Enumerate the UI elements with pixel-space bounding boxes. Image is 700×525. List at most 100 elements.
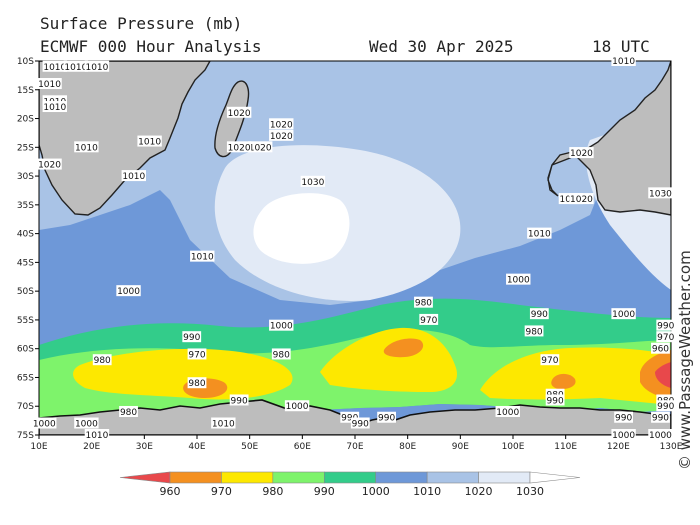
legend-label: 1010 [413,485,441,498]
contour-label-bg [42,95,67,107]
contour-label-bg [611,429,636,440]
legend-swatch [169,471,222,484]
contour-label: 970 [420,316,437,326]
contour-label-bg [545,388,565,400]
contour-label-bg [269,319,294,331]
contour-label: 1020 [570,149,593,159]
contour-label: 1020 [270,120,293,130]
contour-label-bg [648,429,673,440]
legend-swatch [478,471,531,484]
lat-tick-label: 25S [17,143,34,153]
australia-landmass [547,61,671,216]
contour-label-bg [42,101,67,113]
longitude-axis: 10E 20E 30E 40E 50E 60E 70E 80E 90E 100E 110E 120E 1… [30,435,683,452]
contour-label-bg [648,187,673,199]
lon-tick-label: 130E [660,442,683,452]
lat-tick-label: 15S [17,86,34,96]
legend-swatch [323,471,377,484]
lat-tick-label: 50S [17,287,34,297]
contour-label-bg [187,348,207,360]
contour-label-bg [37,78,62,90]
lon-tick-label: 10E [30,442,47,452]
lon-tick-label: 50E [241,442,258,452]
madagascar [214,80,250,158]
legend-label: 1020 [465,485,493,498]
legend-swatch [221,471,274,484]
contour-label-bg [74,141,99,153]
contour-label: 1000 [75,419,98,429]
contour-label-bg [284,400,310,412]
contour-label: 990 [352,419,369,429]
valid-time: 18 UTC [592,37,650,56]
lat-tick-label: 60S [17,345,34,355]
contour-label-bg [414,296,433,308]
contour-label-bg [340,411,360,423]
model-run: ECMWF 000 Hour Analysis [40,37,262,56]
lon-tick-label: 80E [399,442,416,452]
legend-label: 990 [314,485,335,498]
contour-label: 1020 [249,143,272,153]
contour-label-bg [269,118,294,130]
contour-label: 1020 [38,161,61,171]
lat-tick-label: 40S [17,230,34,240]
contour-label: 1020 [570,195,593,205]
contour-label: 1010 [85,431,108,441]
legend-swatch [426,471,479,484]
contour-label: 1010 [122,172,145,182]
contour-label-bg [377,411,396,423]
contour-label-bg [226,106,252,118]
contour-label-bg [611,55,636,66]
contour-label: 1010 [191,253,214,263]
contour-label-bg [300,175,326,187]
lon-tick-label: 60E [294,442,311,452]
contour-label-bg [569,147,594,159]
contour-label-bg [229,394,249,406]
contour-label: 1010 [64,63,87,73]
contour-label: 980 [120,408,137,418]
contour-label: 1010 [528,230,551,240]
contour-label-bg [92,354,112,366]
contour-label: 990 [657,322,674,332]
lat-tick-label: 45S [17,258,34,268]
contour-label-bg [190,250,215,262]
lon-tick-label: 110E [554,442,577,452]
contour-label-bg [656,400,676,412]
contour-label: 990 [341,414,358,424]
lat-tick-label: 20S [17,115,34,125]
contour-label-bg [226,141,252,153]
contour-label-bg [656,331,676,343]
contour-label-bg [42,60,67,72]
legend-label: 1000 [362,485,390,498]
contour-label: 990 [531,310,548,320]
contour-label: 1030 [649,189,672,199]
contour-label-bg [524,325,544,337]
contour-label: 980 [525,327,542,337]
contour-label-bg [37,158,62,170]
contour-label: 1010 [85,63,108,73]
pressure-band-lt960 [655,362,671,388]
contour-label: 960 [652,345,669,355]
lon-tick-label: 30E [136,442,153,452]
contour-labels: 1010101010101010101010101010101010201010… [32,55,676,441]
contour-label-bg [656,394,676,406]
contour-label: 1020 [270,132,293,142]
contour-label-bg [611,308,636,320]
contour-label: 990 [615,414,632,424]
pressure-legend: 960 970 980 990 1000 1010 1020 1030 [119,471,581,498]
site-credit: © www.PassageWeather.com [676,250,694,470]
legend-swatch [272,471,325,484]
contour-label-bg [63,60,89,72]
contour-label: 1000 [612,431,635,441]
lat-tick-label: 70S [17,402,34,412]
lat-tick-label: 65S [17,373,34,383]
contour-label-bg [651,342,670,354]
contour-label: 980 [273,350,290,360]
contour-label: 1000 [612,310,635,320]
contour-label-bg [350,417,370,429]
contour-label-bg [545,394,565,406]
contour-label: 1000 [270,322,293,332]
contour-label: 1030 [301,178,324,188]
contour-label-bg [182,331,202,343]
contour-label-bg [506,273,531,285]
